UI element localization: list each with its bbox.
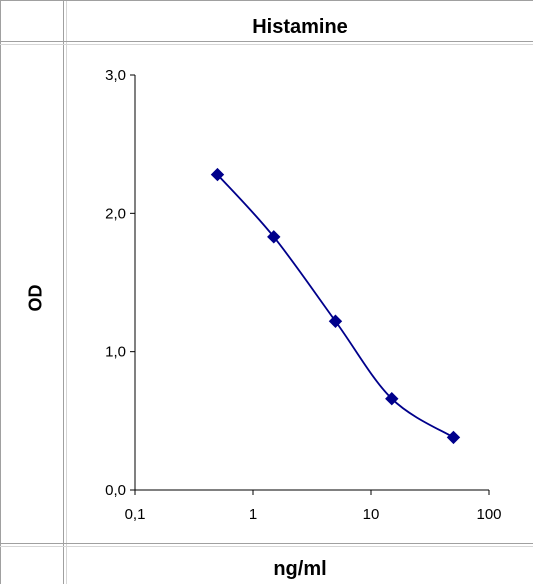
y-tick-label: 3,0 — [105, 67, 126, 84]
ticks: 0,0 1,0 2,0 3,0 0,1 1 10 100 — [105, 67, 501, 523]
x-tick-label: 10 — [363, 506, 380, 523]
cell-border — [63, 0, 64, 584]
series-layer — [210, 167, 461, 445]
axes — [134, 75, 489, 491]
cell-border — [0, 546, 533, 547]
series-line — [216, 173, 454, 439]
x-axis-label: ng/ml — [273, 558, 327, 580]
cell-border — [0, 543, 533, 544]
cell-border — [0, 44, 533, 45]
cell-border — [0, 41, 533, 42]
x-tick-label: 100 — [476, 506, 501, 523]
x-tick-label: 0,1 — [125, 506, 146, 523]
chart-title: Histamine — [252, 16, 348, 38]
data-point — [446, 430, 461, 445]
cell-border — [0, 0, 533, 1]
cell-border — [0, 0, 1, 584]
y-tick-label: 1,0 — [105, 344, 126, 361]
y-tick-label: 2,0 — [105, 205, 126, 222]
data-point — [267, 230, 281, 244]
data-point — [385, 391, 399, 406]
cell-border — [66, 0, 67, 584]
x-tick-label: 1 — [249, 506, 257, 523]
data-point — [210, 167, 225, 182]
data-point — [328, 314, 343, 328]
y-tick-label: 0,0 — [105, 482, 126, 499]
